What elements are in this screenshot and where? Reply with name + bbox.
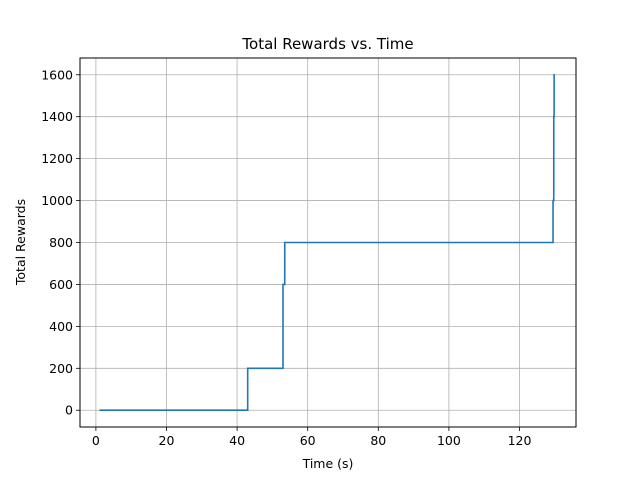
y-tick-label: 1000 bbox=[41, 193, 73, 208]
chart-title: Total Rewards vs. Time bbox=[241, 35, 413, 53]
y-tick-label: 600 bbox=[49, 277, 73, 292]
x-tick-label: 0 bbox=[92, 433, 100, 448]
rewards-line bbox=[99, 73, 555, 412]
x-tick-label: 60 bbox=[300, 433, 316, 448]
y-tick-label: 1200 bbox=[41, 151, 73, 166]
y-tick-label: 800 bbox=[49, 235, 73, 250]
y-tick-label: 0 bbox=[65, 403, 73, 418]
y-tick-label: 200 bbox=[49, 361, 73, 376]
y-axis-title: Total Rewards bbox=[13, 199, 28, 286]
y-tick-label: 400 bbox=[49, 319, 73, 334]
x-axis-title: Time (s) bbox=[302, 456, 354, 471]
x-tick-label: 100 bbox=[437, 433, 461, 448]
y-tick-label: 1400 bbox=[41, 109, 73, 124]
ticks: 0 20 40 60 80 100 1200200400600800100012001400… bbox=[41, 67, 531, 448]
x-tick-label: 80 bbox=[370, 433, 386, 448]
x-tick-label: 40 bbox=[229, 433, 245, 448]
y-tick-label: 1600 bbox=[41, 67, 73, 82]
x-tick-label: 20 bbox=[159, 433, 175, 448]
series-layer bbox=[99, 73, 555, 412]
x-tick-label: 120 bbox=[508, 433, 532, 448]
